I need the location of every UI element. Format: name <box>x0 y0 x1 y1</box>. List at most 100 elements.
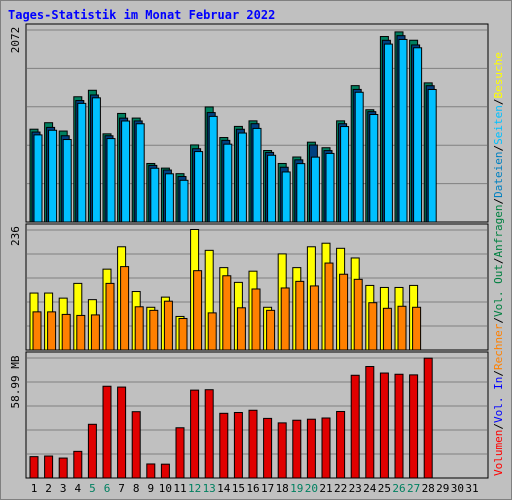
panel-3-max-label: 58.99 MB <box>9 355 22 408</box>
x-tick-label-19: 19 <box>290 482 303 495</box>
bar-seiten-day-4 <box>77 102 87 223</box>
x-tick-label-7: 7 <box>118 482 125 495</box>
bar-volume-day-13 <box>204 389 214 479</box>
x-tick-label-11: 11 <box>173 482 186 495</box>
bar-volume-day-23 <box>350 374 360 479</box>
bar-rechner-day-17 <box>266 309 276 351</box>
bar-volume-day-28 <box>423 357 433 479</box>
bar-volume-day-11 <box>175 427 185 479</box>
x-tick-label-24: 24 <box>363 482 377 495</box>
bar-rechner-day-23 <box>353 278 363 351</box>
bar-seiten-day-18 <box>281 171 291 223</box>
bar-volume-day-21 <box>321 417 331 479</box>
bar-rechner-day-4 <box>76 314 86 351</box>
bar-rechner-day-27 <box>412 306 422 351</box>
bar-volume-day-7 <box>117 386 127 479</box>
bar-rechner-day-14 <box>222 275 232 351</box>
bar-seiten-day-5 <box>91 97 101 223</box>
x-tick-label-17: 17 <box>261 482 274 495</box>
bar-rechner-day-9 <box>149 309 159 351</box>
right-legend: Volumen/Vol. In/Rechner/Vol. Out/Anfrage… <box>492 52 505 476</box>
chart-title: Tages-Statistik im Monat Februar 2022 <box>8 8 276 22</box>
bar-rechner-day-25 <box>382 307 392 351</box>
bar-seiten-day-1 <box>33 134 43 223</box>
bar-rechner-day-7 <box>120 266 130 351</box>
bar-rechner-day-15 <box>236 307 246 351</box>
bar-rechner-day-22 <box>339 273 349 351</box>
bar-rechner-day-12 <box>193 270 203 351</box>
bar-rechner-day-3 <box>61 313 71 351</box>
bar-rechner-day-21 <box>324 262 334 351</box>
bar-volume-day-5 <box>87 423 97 479</box>
bar-rechner-day-24 <box>368 302 378 351</box>
x-tick-label-31: 31 <box>465 482 478 495</box>
bar-volume-day-16 <box>248 409 258 479</box>
bar-rechner-day-2 <box>47 311 57 351</box>
bar-rechner-day-8 <box>134 306 144 351</box>
bar-rechner-day-11 <box>178 317 188 351</box>
bar-seiten-day-6 <box>106 138 116 223</box>
bar-volume-day-27 <box>409 374 419 479</box>
x-tick-label-27: 27 <box>407 482 420 495</box>
x-tick-label-12: 12 <box>188 482 201 495</box>
x-tick-label-2: 2 <box>45 482 52 495</box>
bar-rechner-day-13 <box>207 312 217 351</box>
bar-seiten-day-7 <box>121 120 131 223</box>
x-tick-label-4: 4 <box>74 482 81 495</box>
bar-rechner-day-16 <box>251 288 261 351</box>
bar-seiten-day-23 <box>354 91 364 223</box>
bar-seiten-day-27 <box>413 47 423 223</box>
x-tick-label-25: 25 <box>378 482 391 495</box>
x-tick-label-9: 9 <box>147 482 154 495</box>
bar-volume-day-4 <box>73 450 83 479</box>
bar-volume-day-2 <box>44 455 54 479</box>
x-tick-label-6: 6 <box>104 482 111 495</box>
bar-seiten-day-28 <box>427 88 437 223</box>
x-tick-label-18: 18 <box>276 482 289 495</box>
panel-1-max-label: 2072 <box>9 27 22 54</box>
bar-volume-day-1 <box>29 456 39 479</box>
bar-volume-day-14 <box>219 412 229 479</box>
bar-rechner-day-18 <box>280 287 290 351</box>
bar-seiten-day-11 <box>179 179 189 223</box>
bar-volume-day-19 <box>292 419 302 479</box>
x-tick-label-23: 23 <box>349 482 362 495</box>
bar-seiten-day-24 <box>369 114 379 223</box>
x-tick-label-5: 5 <box>89 482 96 495</box>
bar-seiten-day-14 <box>223 143 233 223</box>
bar-volume-day-10 <box>160 463 170 479</box>
bar-volume-day-15 <box>233 411 243 479</box>
x-tick-label-14: 14 <box>217 482 231 495</box>
bar-volume-day-26 <box>394 373 404 479</box>
bar-volume-day-18 <box>277 422 287 479</box>
bar-seiten-day-3 <box>62 139 72 223</box>
x-tick-label-16: 16 <box>246 482 259 495</box>
x-tick-label-28: 28 <box>422 482 435 495</box>
bar-rechner-day-10 <box>163 300 173 351</box>
bar-volume-day-9 <box>146 463 156 479</box>
x-tick-label-13: 13 <box>203 482 216 495</box>
bar-rechner-day-20 <box>309 285 319 351</box>
bar-seiten-day-13 <box>208 115 218 223</box>
x-tick-label-10: 10 <box>159 482 172 495</box>
bar-rechner-day-19 <box>295 280 305 351</box>
bar-seiten-day-19 <box>296 163 306 223</box>
bar-volume-day-12 <box>190 389 200 479</box>
bar-volume-day-25 <box>379 372 389 479</box>
bar-seiten-day-25 <box>383 43 393 223</box>
bar-rechner-day-6 <box>105 282 115 351</box>
x-tick-label-26: 26 <box>392 482 405 495</box>
bar-seiten-day-16 <box>252 127 262 223</box>
bar-rechner-day-1 <box>32 311 42 351</box>
bar-volume-day-8 <box>131 411 141 479</box>
bar-seiten-day-17 <box>267 154 277 223</box>
bar-seiten-day-21 <box>325 152 335 223</box>
panel-2-max-label: 236 <box>9 226 22 246</box>
bar-seiten-day-22 <box>340 126 350 223</box>
bar-seiten-day-12 <box>194 151 204 223</box>
x-tick-label-1: 1 <box>31 482 38 495</box>
bar-seiten-day-26 <box>398 38 408 223</box>
bar-rechner-day-5 <box>90 314 100 351</box>
x-tick-label-30: 30 <box>451 482 464 495</box>
